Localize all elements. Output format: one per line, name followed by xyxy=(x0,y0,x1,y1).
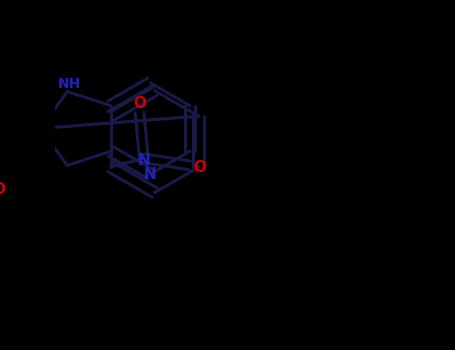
Text: N: N xyxy=(137,153,150,168)
Text: O: O xyxy=(133,96,146,111)
Text: O: O xyxy=(193,160,207,175)
Text: O: O xyxy=(0,182,5,197)
Text: NH: NH xyxy=(57,77,81,91)
Text: N: N xyxy=(144,167,157,182)
